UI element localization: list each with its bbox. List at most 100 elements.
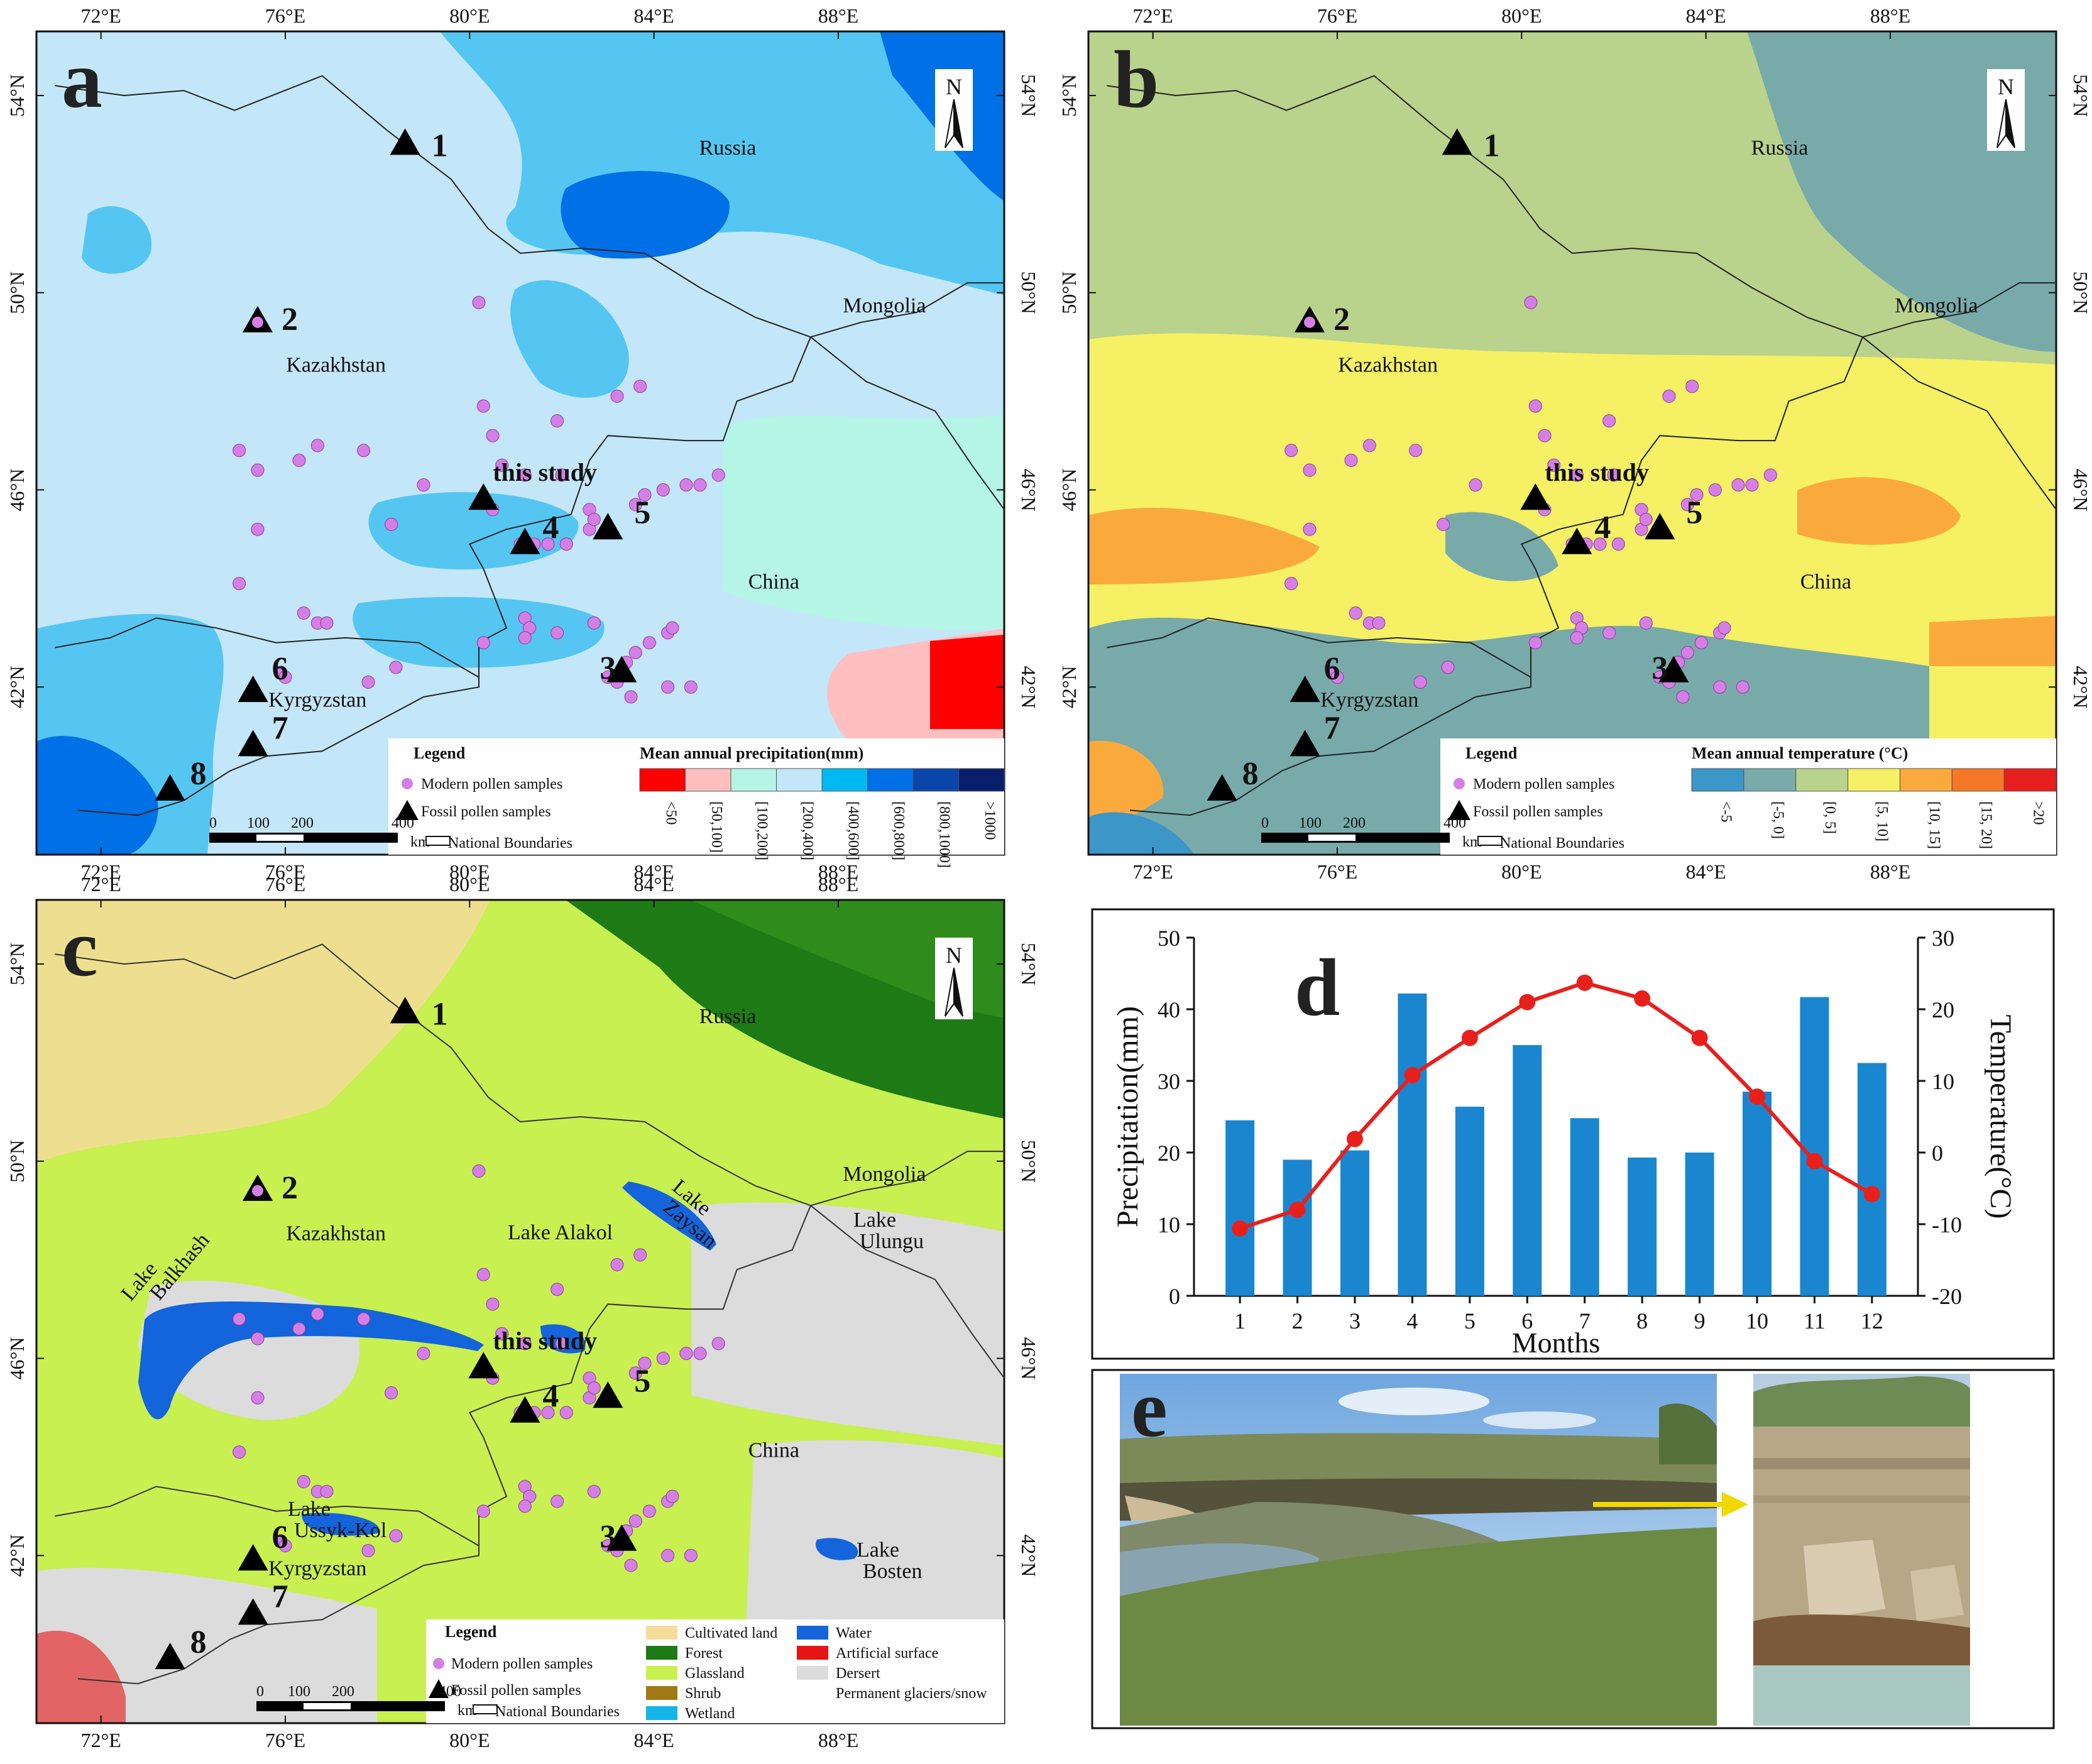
modern-pollen-sample-point bbox=[1611, 537, 1625, 551]
class-label: [50,100] bbox=[708, 801, 725, 853]
fossil-site-label-s4: 4 bbox=[542, 1378, 559, 1414]
fossil-site-marker-study bbox=[1520, 483, 1551, 510]
class-label: >1000 bbox=[982, 801, 998, 840]
landcover-label: Water bbox=[836, 1625, 872, 1641]
fossil-site-marker-s8 bbox=[155, 774, 185, 801]
panel-a bbox=[35, 30, 1005, 856]
landcover-swatch bbox=[646, 1626, 677, 1640]
fossil-site-marker-s1 bbox=[1442, 128, 1472, 155]
arrow-head bbox=[1722, 1492, 1748, 1517]
modern-pollen-sample-point bbox=[638, 1356, 652, 1370]
modern-pollen-sample-point bbox=[518, 1499, 532, 1513]
lat-tick-label-right: 54°N bbox=[1017, 74, 1040, 117]
modern-pollen-sample-point bbox=[251, 522, 265, 536]
class-label: [5, 10] bbox=[1874, 801, 1890, 841]
modern-pollen-sample-point bbox=[679, 478, 693, 492]
class-label: [15, 20] bbox=[1978, 801, 1995, 849]
fossil-site-label-study: this study bbox=[493, 458, 597, 486]
fossil-site-marker-s6 bbox=[238, 1544, 268, 1571]
modern-pollen-sample-point bbox=[624, 1559, 638, 1572]
lat-tick-label-right: 54°N bbox=[1017, 943, 1040, 985]
x-tick-label: 5 bbox=[1464, 1308, 1476, 1334]
panel-b-overlay: 72°E 72°E 76°E 76°E 80°E 80°E 84°E 84°E 88°E 88°E… bbox=[1058, 4, 2092, 883]
landcover-swatch bbox=[797, 1666, 828, 1680]
modern-pollen-sample-point bbox=[361, 1543, 375, 1557]
modern-pollen-sample-point bbox=[1570, 468, 1584, 482]
lon-tick-label-top: 76°E bbox=[1317, 4, 1357, 27]
y2-tick-label: -10 bbox=[1932, 1212, 1962, 1237]
modern-pollen-sample-point bbox=[1731, 478, 1745, 492]
modern-pollen-sample-point bbox=[320, 616, 334, 630]
temperature-point bbox=[1519, 994, 1536, 1011]
lat-tick-label-right: 54°N bbox=[2069, 74, 2092, 117]
modern-pollen-sample-point bbox=[1708, 483, 1722, 497]
modern-pollen-sample-point bbox=[518, 468, 532, 482]
modern-pollen-sample-point bbox=[638, 488, 652, 501]
lon-tick-label-bottom: 88°E bbox=[818, 1729, 858, 1751]
modern-pollen-sample-point bbox=[476, 1268, 490, 1281]
lat-tick-label-right: 50°N bbox=[1017, 1140, 1040, 1183]
modern-pollen-sample-point bbox=[1593, 537, 1607, 551]
modern-pollen-sample-point bbox=[1680, 645, 1694, 659]
y2-tick-label: 0 bbox=[1932, 1141, 1943, 1166]
national-boundary bbox=[55, 617, 479, 678]
lat-tick-label-left: 42°N bbox=[6, 666, 28, 708]
lake-label-bosten: Lake Bosten bbox=[857, 1538, 922, 1583]
panel-letter-e: e bbox=[1131, 1364, 1168, 1454]
lon-tick-label-top: 72°E bbox=[80, 4, 121, 27]
lake-label-issyk: Lake Ussyk-Kol bbox=[288, 1498, 386, 1542]
fossil-site-marker-s6 bbox=[1290, 676, 1320, 703]
modern-pollen-sample-point bbox=[628, 498, 642, 512]
modern-pollen-sample-point bbox=[1413, 675, 1427, 689]
fossil-site-label-s6: 6 bbox=[272, 651, 288, 687]
modern-pollen-sample-point bbox=[559, 537, 573, 551]
modern-pollen-sample-point bbox=[292, 453, 306, 467]
modern-pollen-sample-point bbox=[610, 1257, 624, 1271]
modern-pollen-sample-point bbox=[417, 478, 430, 492]
north-arrow-icon bbox=[953, 99, 963, 148]
fossil-site-marker-s7 bbox=[1290, 730, 1320, 757]
modern-pollen-sample-point bbox=[357, 444, 371, 457]
temperature-line bbox=[1239, 980, 1873, 1230]
precipitation-bar bbox=[1570, 1118, 1599, 1296]
lat-tick-label-left: 54°N bbox=[6, 943, 28, 985]
lat-tick-label-left: 46°N bbox=[6, 1337, 28, 1380]
lat-tick-label-left: 46°N bbox=[1058, 469, 1080, 512]
lat-tick-label-right: 50°N bbox=[2069, 271, 2092, 314]
lon-tick-label-bottom: 76°E bbox=[265, 1729, 305, 1751]
fossil-site-label-s1: 1 bbox=[432, 128, 448, 163]
modern-pollen-sample-point bbox=[1676, 690, 1690, 704]
national-boundary bbox=[1107, 75, 1864, 816]
lon-tick-label-top: 80°E bbox=[449, 873, 490, 896]
north-label: N bbox=[946, 943, 962, 968]
legend-modern-label: Modern pollen samples bbox=[1473, 776, 1614, 792]
north-arrow-icon bbox=[953, 967, 963, 1017]
fossil-site-label-s5: 5 bbox=[1686, 495, 1702, 530]
temperature-point bbox=[1404, 1066, 1421, 1083]
modern-pollen-sample-point bbox=[486, 429, 500, 442]
lon-tick-label-bottom: 76°E bbox=[1317, 860, 1357, 883]
lat-tick-label-right: 46°N bbox=[1017, 469, 1040, 512]
y-tick-label: 40 bbox=[1158, 997, 1180, 1022]
x-tick-label: 7 bbox=[1579, 1308, 1591, 1334]
scale-label: 200 bbox=[1343, 815, 1366, 831]
lon-tick-label-bottom: 84°E bbox=[1685, 860, 1726, 883]
modern-pollen-sample-point bbox=[310, 439, 324, 452]
lon-tick-label-bottom: 72°E bbox=[80, 860, 121, 883]
modern-pollen-sample-point bbox=[1284, 577, 1298, 591]
modern-pollen-sample-point bbox=[1441, 660, 1455, 674]
lat-tick-label-left: 46°N bbox=[6, 469, 28, 512]
lat-tick-label-right: 50°N bbox=[1017, 271, 1040, 314]
temperature-point bbox=[1461, 1029, 1478, 1046]
modern-pollen-sample-point bbox=[251, 463, 265, 477]
panel-a-map bbox=[36, 31, 1004, 855]
lon-tick-label-bottom: 80°E bbox=[1501, 860, 1542, 883]
modern-pollen-sample-point bbox=[357, 1312, 371, 1326]
national-boundary bbox=[55, 75, 812, 816]
modern-pollen-sample-point bbox=[550, 626, 564, 640]
fossil-site-label-s4: 4 bbox=[1594, 510, 1611, 545]
precipitation-bar bbox=[1283, 1159, 1312, 1296]
modern-pollen-sample-point bbox=[1304, 316, 1315, 328]
scale-label: 0 bbox=[1261, 815, 1269, 831]
